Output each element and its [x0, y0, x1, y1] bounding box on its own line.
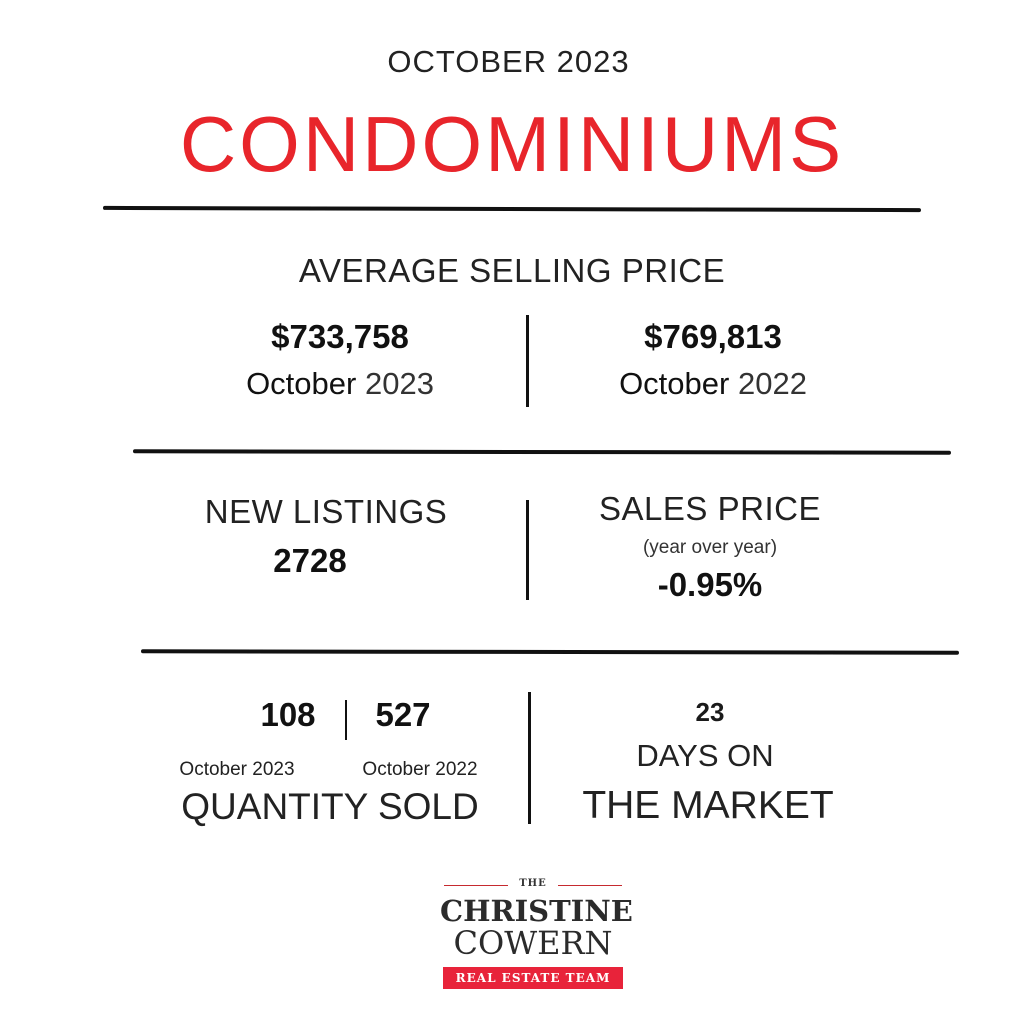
avg-price-current-year: 2023: [364, 366, 434, 401]
avg-price-previous-year: 2022: [737, 366, 807, 401]
logo-top-rules: [444, 878, 622, 892]
sales-price-sublabel: (year over year): [642, 537, 778, 558]
days-on-market-label-line2: THE MARKET: [582, 784, 834, 827]
days-on-market-label-line1: DAYS ON: [636, 738, 774, 773]
avg-price-current-period: October 2023: [140, 366, 540, 402]
sales-price-label: SALES PRICE: [599, 490, 821, 527]
logo-the: THE: [519, 878, 547, 889]
avg-price-previous-value: $769,813: [644, 318, 782, 355]
report-month-year: OCTOBER 2023: [387, 44, 630, 79]
divider-vertical-price: [526, 315, 529, 407]
quantity-sold-current-label: October 2023: [179, 759, 295, 780]
sales-price-value: -0.95%: [657, 566, 763, 603]
logo-name-line2: COWERN: [453, 924, 613, 962]
divider-top: [102, 205, 922, 213]
avg-price-previous-period: October 2022: [513, 366, 913, 402]
logo-rule-right: [558, 885, 622, 886]
logo-tagline: REAL ESTATE TEAM: [443, 967, 623, 989]
new-listings-value: 2728: [273, 542, 347, 579]
quantity-sold-separator: [345, 700, 347, 740]
logo-rule-left: [444, 885, 508, 886]
brand-logo: THE CHRISTINE COWERN REAL ESTATE TEAM: [440, 878, 633, 992]
logo-name-line1: CHRISTINE: [440, 894, 633, 928]
avg-price-current-month: October: [246, 366, 357, 401]
avg-price-previous-month: October: [619, 366, 730, 401]
quantity-sold-previous-value: 527: [375, 696, 431, 733]
quantity-sold-current-value: 108: [260, 696, 316, 733]
divider-vertical-listings: [526, 500, 529, 600]
divider-middle: [132, 449, 952, 455]
avg-price-current-value: $733,758: [271, 318, 409, 355]
days-on-market-value: 23: [695, 697, 725, 727]
report-title: CONDOMINIUMS: [179, 100, 845, 188]
divider-vertical-bottom: [528, 692, 531, 824]
new-listings-label: NEW LISTINGS: [204, 493, 448, 530]
average-selling-price-label: AVERAGE SELLING PRICE: [298, 252, 726, 289]
divider-bottom: [140, 649, 960, 655]
quantity-sold-label: QUANTITY SOLD: [181, 786, 479, 827]
quantity-sold-previous-label: October 2022: [362, 759, 478, 780]
